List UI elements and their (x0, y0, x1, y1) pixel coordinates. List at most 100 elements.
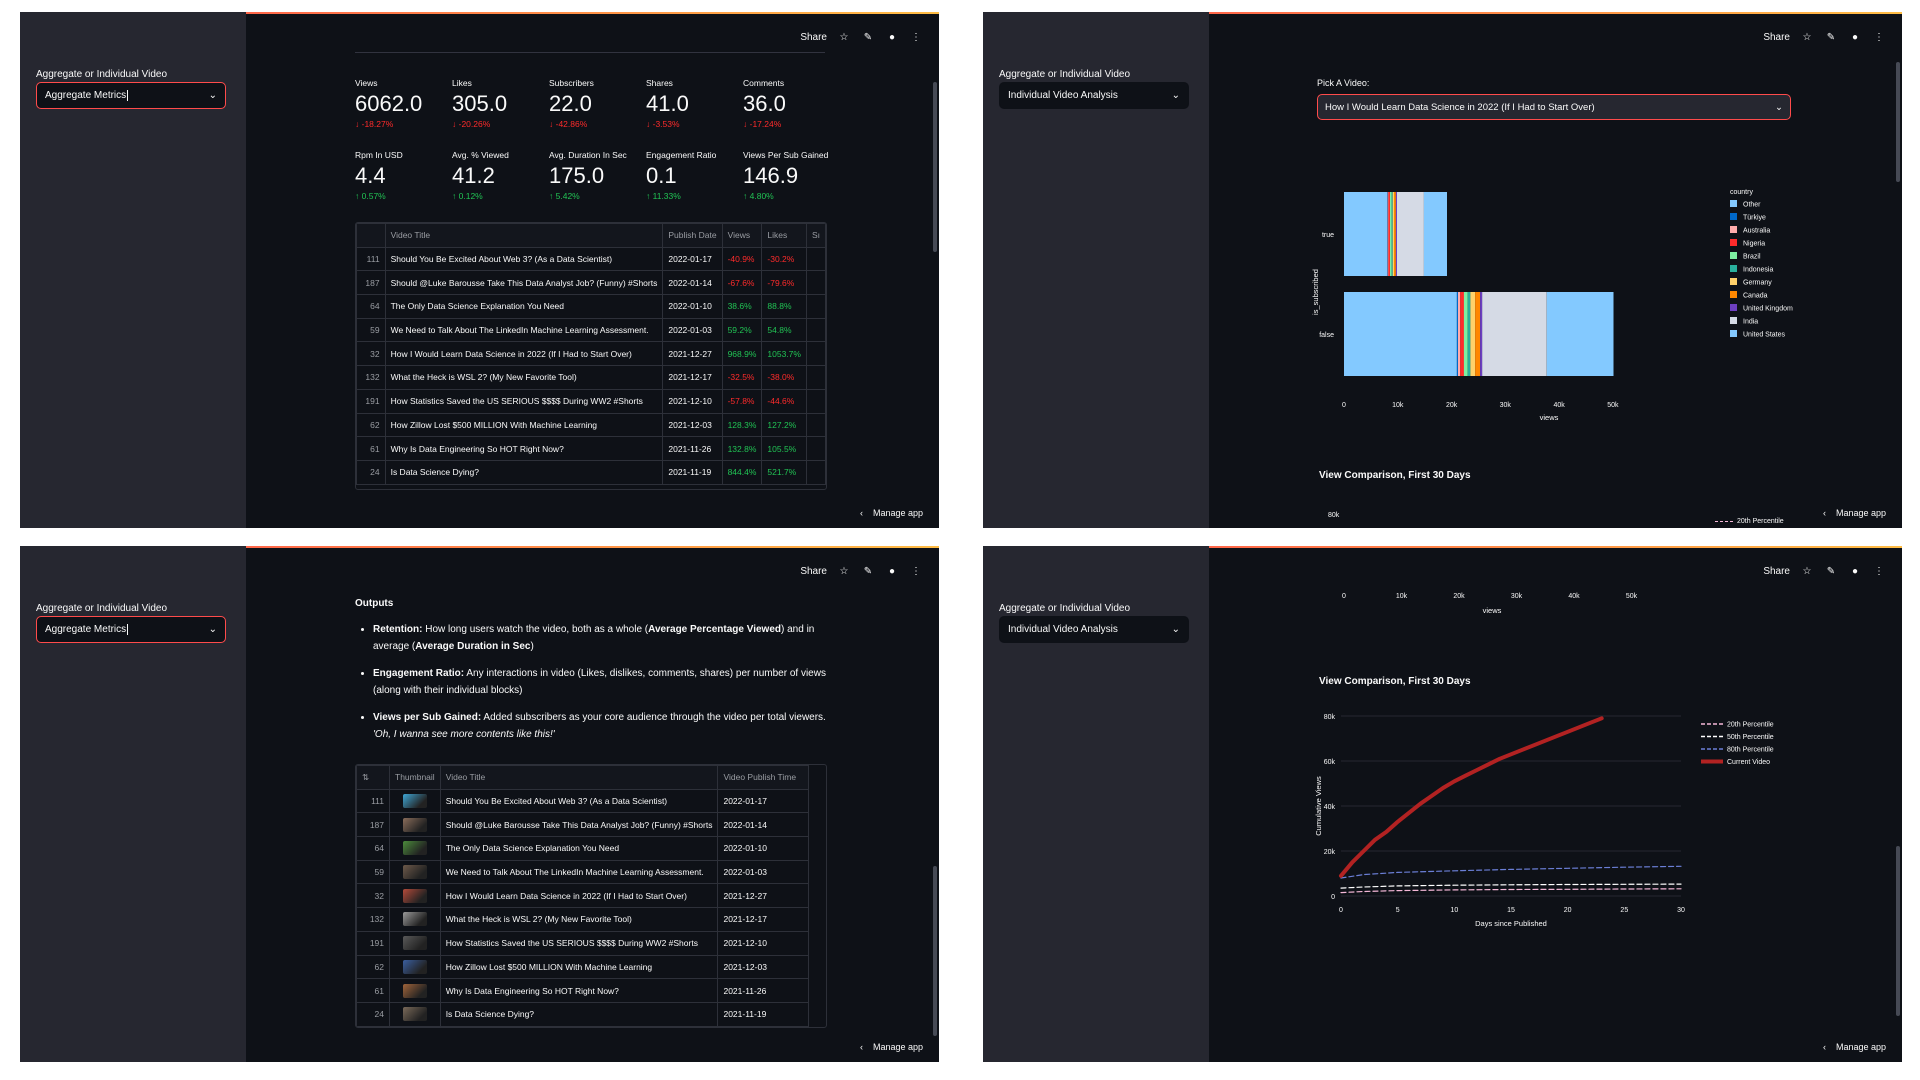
table-row[interactable]: 132 What the Heck is WSL 2? (My New Favor… (356, 907, 810, 932)
manage-app-button[interactable]: ‹ Manage app (1823, 508, 1886, 518)
table-row[interactable]: 64 The Only Data Science Explanation You … (356, 836, 810, 861)
table-row[interactable]: 59 We Need to Talk About The LinkedIn Mac… (356, 317, 826, 343)
star-icon[interactable]: ☆ (839, 565, 849, 577)
legend-swatch[interactable] (1730, 291, 1737, 298)
likes-delta-cell: -30.2% (761, 246, 807, 272)
github-icon[interactable]: ● (1851, 565, 1859, 577)
table-row[interactable]: 187 Should @Luke Barousse Take This Data … (356, 812, 810, 838)
legend-swatch[interactable] (1730, 213, 1737, 220)
view-mode-select[interactable]: Individual Video Analysis ⌄ (999, 616, 1189, 643)
more-menu-icon[interactable]: ⋮ (911, 565, 921, 577)
video-title-cell: Should You Be Excited About Web 3? (As a… (384, 246, 664, 272)
thumbnail-cell (389, 978, 441, 1003)
star-icon[interactable]: ☆ (1802, 565, 1812, 577)
table-row[interactable]: 62 How Zillow Lost $500 MILLION With Mach… (356, 412, 826, 438)
view-mode-select[interactable]: Individual Video Analysis ⌄ (999, 82, 1189, 109)
manage-app-button[interactable]: ‹ Manage app (860, 1042, 923, 1052)
manage-app-button[interactable]: ‹ Manage app (860, 508, 923, 518)
legend-label[interactable]: Current Video (1727, 759, 1770, 766)
github-icon[interactable]: ● (888, 565, 896, 577)
share-button[interactable]: Share (800, 565, 827, 577)
share-button[interactable]: Share (1763, 565, 1790, 577)
more-menu-icon[interactable]: ⋮ (1874, 565, 1884, 577)
legend-label[interactable]: United States (1743, 332, 1786, 339)
table-row[interactable]: 61 Why Is Data Engineering So HOT Right N… (356, 978, 810, 1003)
pick-video-select[interactable]: How I Would Learn Data Science in 2022 (… (1317, 94, 1791, 120)
legend-swatch[interactable] (1730, 304, 1737, 311)
table-row[interactable]: 187 Should @Luke Barousse Take This Data … (356, 270, 826, 296)
legend-swatch[interactable] (1730, 226, 1737, 233)
share-button[interactable]: Share (800, 31, 827, 43)
view-comparison-title: View Comparison, First 30 Days (1319, 676, 1471, 687)
legend-swatch[interactable] (1730, 317, 1737, 324)
scrollbar[interactable] (1896, 846, 1900, 1016)
legend-swatch[interactable] (1730, 265, 1737, 272)
legend-swatch[interactable] (1730, 200, 1737, 207)
legend-label[interactable]: United Kingdom (1743, 306, 1793, 313)
publish-date-cell: 2021-12-17 (662, 365, 723, 390)
legend-label[interactable]: 50th Percentile (1727, 734, 1774, 741)
legend-label[interactable]: Brazil (1743, 254, 1761, 261)
more-menu-icon[interactable]: ⋮ (1874, 31, 1884, 43)
legend-label[interactable]: India (1743, 319, 1758, 326)
legend-swatch[interactable] (1730, 252, 1737, 259)
top-decoration-line (983, 12, 1902, 14)
legend-label[interactable]: Indonesia (1743, 267, 1773, 274)
edit-icon[interactable]: ✎ (863, 565, 873, 577)
table-row[interactable]: 32 How I Would Learn Data Science in 2022… (356, 883, 810, 909)
column-header[interactable]: Thumbnail (389, 765, 441, 790)
table-row[interactable]: 24 Is Data Science Dying? 2021-11-19 (356, 1001, 810, 1027)
legend-label[interactable]: Canada (1743, 293, 1768, 300)
github-icon[interactable]: ● (1851, 31, 1859, 43)
view-mode-select[interactable]: Aggregate Metrics ⌄ (36, 616, 226, 643)
legend-swatch[interactable] (1730, 330, 1737, 337)
manage-app-label: Manage app (872, 508, 923, 518)
legend-label[interactable]: Other (1743, 202, 1761, 209)
table-row[interactable]: 191 How Statistics Saved the US SERIOUS $… (356, 930, 810, 956)
table-row[interactable]: 64 The Only Data Science Explanation You … (356, 294, 826, 319)
bar-segment-false-india (1482, 292, 1547, 376)
star-icon[interactable]: ☆ (839, 31, 849, 43)
table-row[interactable]: 32 How I Would Learn Data Science in 2022… (356, 341, 826, 367)
legend-swatch[interactable] (1730, 278, 1737, 285)
table-row[interactable]: 59 We Need to Talk About The LinkedIn Mac… (356, 859, 810, 885)
table-row[interactable]: 191 How Statistics Saved the US SERIOUS $… (356, 388, 826, 414)
legend-label[interactable]: Australia (1743, 228, 1770, 235)
column-header[interactable]: Publish Date (662, 223, 723, 248)
scrollbar[interactable] (1896, 62, 1900, 182)
bar-segment-true-nigeria (1388, 192, 1390, 276)
table-row[interactable]: 62 How Zillow Lost $500 MILLION With Mach… (356, 954, 810, 980)
legend-swatch[interactable] (1730, 239, 1737, 246)
legend-label[interactable]: Germany (1743, 280, 1772, 287)
edit-icon[interactable]: ✎ (1826, 31, 1836, 43)
legend-label[interactable]: Nigeria (1743, 241, 1765, 248)
scrollbar[interactable] (933, 866, 937, 1036)
edit-icon[interactable]: ✎ (863, 31, 873, 43)
github-icon[interactable]: ● (888, 31, 896, 43)
thumbnail-table[interactable]: ⇅ Thumbnail Video Title Video Publish Time 1… (355, 764, 827, 1028)
column-header[interactable]: Video Title (384, 223, 664, 248)
thumbnail-image (402, 912, 427, 927)
column-header[interactable]: Video Title (439, 765, 719, 790)
view-mode-select[interactable]: Aggregate Metrics ⌄ (36, 82, 226, 109)
column-header[interactable]: Video Publish Time (717, 765, 810, 790)
column-header[interactable]: Likes (761, 223, 807, 248)
manage-app-button[interactable]: ‹ Manage app (1823, 1042, 1886, 1052)
row-index: 24 (356, 459, 386, 485)
table-row[interactable]: 111 Should You Be Excited About Web 3? (A… (356, 246, 826, 272)
scrollbar[interactable] (933, 82, 937, 252)
star-icon[interactable]: ☆ (1802, 31, 1812, 43)
metrics-table[interactable]: Video Title Publish Date Views Likes Sı 111 Sh… (355, 222, 827, 490)
share-button[interactable]: Share (1763, 31, 1790, 43)
legend-label[interactable]: 20th Percentile (1727, 722, 1774, 729)
edit-icon[interactable]: ✎ (1826, 565, 1836, 577)
table-row[interactable]: 132 What the Heck is WSL 2? (My New Favor… (356, 365, 826, 390)
table-row[interactable]: 24 Is Data Science Dying? 2021-11-19 844.4%… (356, 459, 826, 485)
more-menu-icon[interactable]: ⋮ (911, 31, 921, 43)
table-row[interactable]: 111 Should You Be Excited About Web 3? (A… (356, 788, 810, 814)
column-header[interactable]: Sı (805, 223, 826, 248)
table-row[interactable]: 61 Why Is Data Engineering So HOT Right N… (356, 436, 826, 461)
legend-label[interactable]: Türkiye (1743, 215, 1766, 222)
legend-label[interactable]: 80th Percentile (1727, 747, 1774, 754)
column-header[interactable]: Views (721, 223, 763, 248)
